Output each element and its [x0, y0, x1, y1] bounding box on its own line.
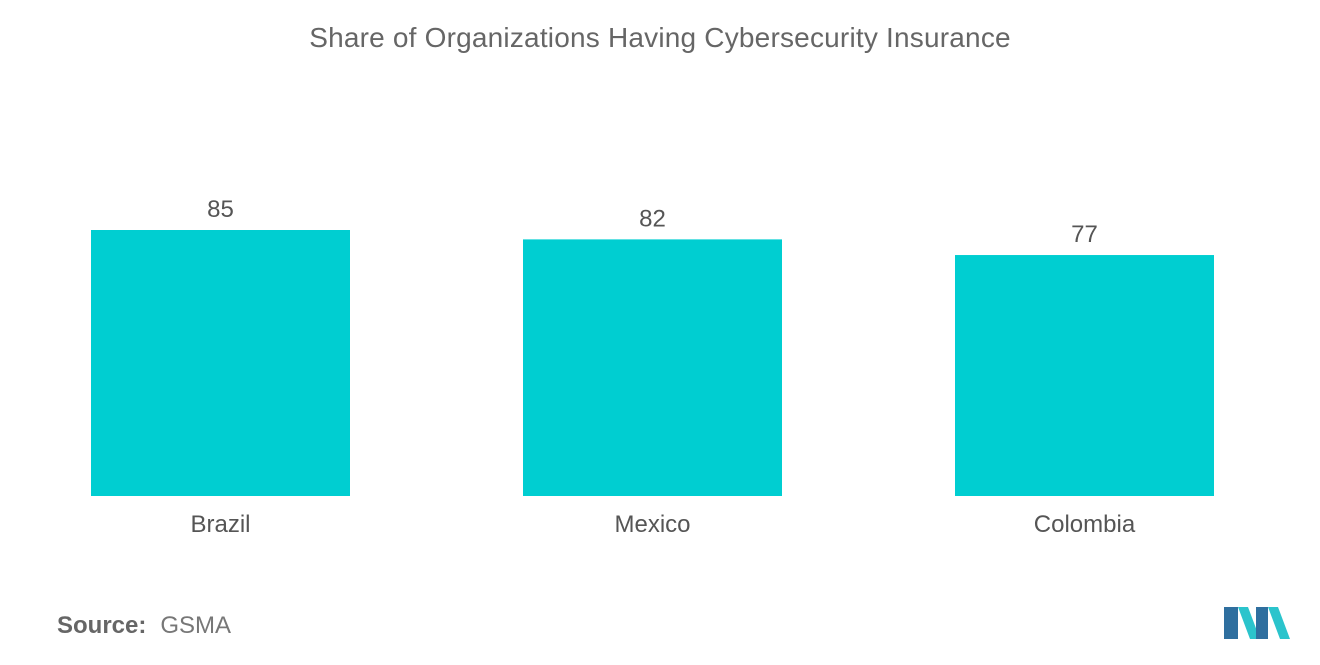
data-label-brazil: 85	[207, 196, 234, 223]
bar-colombia	[955, 255, 1214, 496]
bar-brazil	[91, 230, 350, 496]
x-tick-label-colombia: Colombia	[1034, 511, 1136, 538]
source-line: Source: GSMA	[57, 612, 231, 640]
chart-title: Share of Organizations Having Cybersecur…	[309, 22, 1011, 53]
x-tick-label-mexico: Mexico	[614, 511, 690, 538]
x-tick-label-brazil: Brazil	[190, 511, 250, 538]
bar-mexico	[523, 239, 782, 496]
data-label-mexico: 82	[639, 205, 666, 232]
source-value: GSMA	[160, 612, 232, 639]
logo-left-stroke	[1224, 607, 1238, 639]
logo-left-diagonal	[1238, 607, 1260, 639]
data-label-colombia: 77	[1071, 221, 1098, 248]
logo-right-diagonal	[1268, 607, 1290, 639]
mordor-logo-icon	[1224, 607, 1290, 639]
logo-middle-stroke	[1256, 607, 1268, 639]
source-label: Source:	[57, 612, 147, 639]
